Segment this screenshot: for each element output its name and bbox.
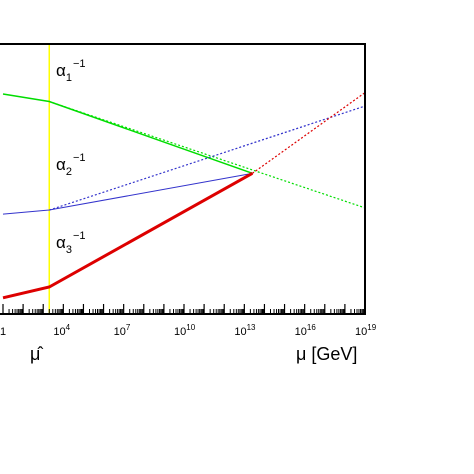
x-axis-ticks	[2, 304, 366, 314]
x-tick-label: 1013	[234, 323, 256, 338]
x-tick-label: 1010	[174, 323, 196, 338]
x-axis-title: μ [GeV]	[296, 344, 357, 364]
x-tick-label: 104	[53, 323, 70, 338]
series-2-solid-line	[2, 172, 253, 215]
plot-frame	[0, 43, 366, 315]
series-3-dotted-line	[252, 92, 366, 174]
series-1-solid-line	[2, 93, 253, 175]
series-3-solid-line	[2, 172, 254, 300]
x-tick-labels: 1 104 107 1010 1013 1016 1019	[0, 323, 377, 338]
series-labels: α1−1 α2−1 α3−1	[56, 58, 86, 256]
x-tick-label: 1019	[355, 323, 377, 338]
mu-hat-label: μ̂	[30, 344, 43, 364]
x-tick-label: 1016	[295, 323, 317, 338]
series-1-dotted-line	[49, 100, 366, 209]
series-1-label: α1−1	[56, 58, 86, 84]
x-tick-label: 1	[0, 326, 6, 338]
x-tick-label: 107	[114, 323, 131, 338]
series-3-label: α3−1	[56, 230, 86, 256]
plot-area	[2, 44, 366, 314]
series-2-dotted-line	[49, 105, 366, 211]
series-2-label: α2−1	[56, 152, 86, 178]
